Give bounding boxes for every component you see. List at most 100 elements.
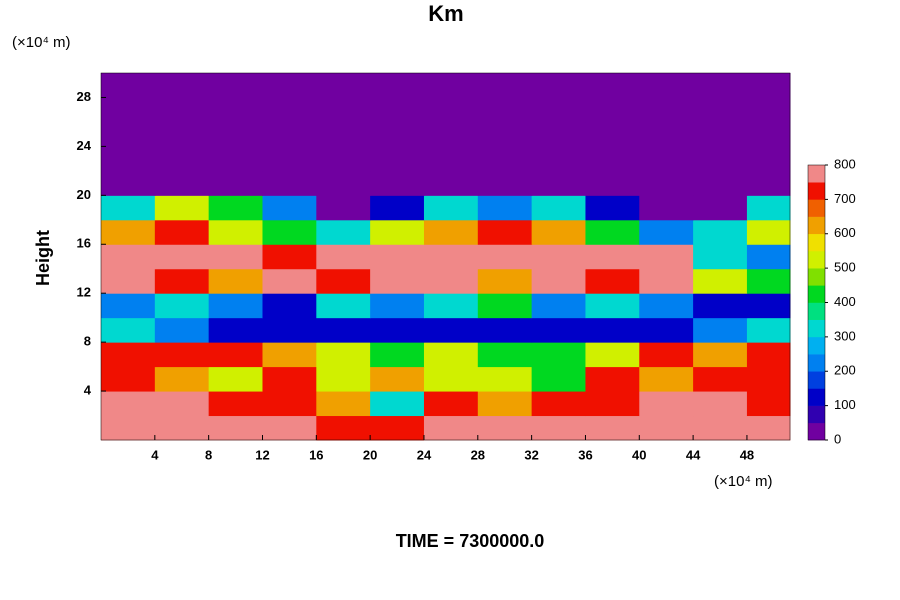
colorbar-band [808,302,825,320]
heat-cell [316,170,371,196]
colorbar-band [808,199,825,217]
heat-cell [208,170,263,196]
heat-cell [101,342,156,368]
heat-cell [746,244,791,270]
colorbar-band [808,354,825,372]
x-tick-label: 40 [632,447,646,462]
heat-cell [477,146,533,172]
heat-cell [477,170,533,196]
colorbar-band [808,388,825,406]
heat-cell [262,244,317,270]
heat-cell [477,244,533,270]
heat-cell [316,195,371,221]
heat-cell [746,391,791,417]
heat-cell [477,366,533,392]
heat-cell [154,195,210,221]
heat-cell [639,268,694,294]
heat-cell [262,73,317,98]
heat-cell [154,293,210,319]
heat-cell [316,146,371,172]
heat-cell [208,121,263,147]
heat-cell [746,317,791,343]
heat-cell [585,415,640,441]
heat-cell [531,317,586,343]
heat-cell [370,146,425,172]
heat-cell [208,219,263,245]
heat-cell [585,366,640,392]
colorbar-tick-label: 400 [834,294,856,309]
heat-cell [585,219,640,245]
heat-cell [370,121,425,147]
heat-cell [423,342,479,368]
heat-cell [154,146,210,172]
x-tick-label: 36 [578,447,592,462]
colorbar-tick-label: 800 [834,156,856,171]
heat-cell [423,73,479,98]
heat-cell [154,121,210,147]
colorbar-tick-label: 0 [834,431,841,446]
colorbar-tick-label: 500 [834,260,856,275]
colorbar-tick-label: 600 [834,225,856,240]
heat-cell [154,268,210,294]
heat-cell [208,415,263,441]
heat-cell [746,268,791,294]
heat-cell [316,415,371,441]
heat-cell [101,195,156,221]
heat-cell [154,73,210,98]
heat-cell [585,121,640,147]
y-tick-label: 24 [77,138,92,153]
heat-cell [370,268,425,294]
heat-cell [262,170,317,196]
heat-cell [585,317,640,343]
colorbar-band [808,233,825,252]
heat-cell [746,121,791,147]
heat-cell [531,415,586,441]
heat-cell [531,73,586,98]
heat-cell [531,366,586,392]
heat-cell [208,268,263,294]
heat-cell [585,73,640,98]
time-label: TIME = 7300000.0 [396,531,545,551]
heat-cell [477,415,533,441]
heat-cell [639,219,694,245]
heat-cell [154,391,210,417]
heat-cell [101,366,156,392]
heat-cell [746,219,791,245]
heat-cell [262,195,317,221]
heat-cell [262,391,317,417]
heat-cell [585,170,640,196]
heat-cell [693,195,748,221]
colorbar-band [808,285,825,303]
heat-cell [477,121,533,147]
heat-cell [639,195,694,221]
heat-cell [370,415,425,441]
heat-cell [585,293,640,319]
heat-cell [423,415,479,441]
heat-cell [208,195,263,221]
heat-cell [423,170,479,196]
heat-cell [531,97,586,123]
x-tick-label: 20 [363,447,377,462]
heat-cell [639,391,694,417]
heat-cell [316,293,371,319]
heat-cell [693,219,748,245]
heat-cell [101,121,156,147]
heat-cell [531,342,586,368]
y-axis-label: Height [33,230,53,286]
heat-cell [316,73,371,98]
heat-cell [262,317,317,343]
heat-cell [370,170,425,196]
heat-cell [693,121,748,147]
colorbar-band [808,371,825,389]
heat-cell [262,342,317,368]
heat-cell [154,170,210,196]
heat-cell [477,317,533,343]
heat-cell [423,97,479,123]
heat-cell [585,391,640,417]
heat-cell [693,268,748,294]
heat-cell [101,268,156,294]
heat-cell [316,219,371,245]
heat-cell [370,219,425,245]
heat-cell [531,170,586,196]
heat-cell [693,73,748,98]
